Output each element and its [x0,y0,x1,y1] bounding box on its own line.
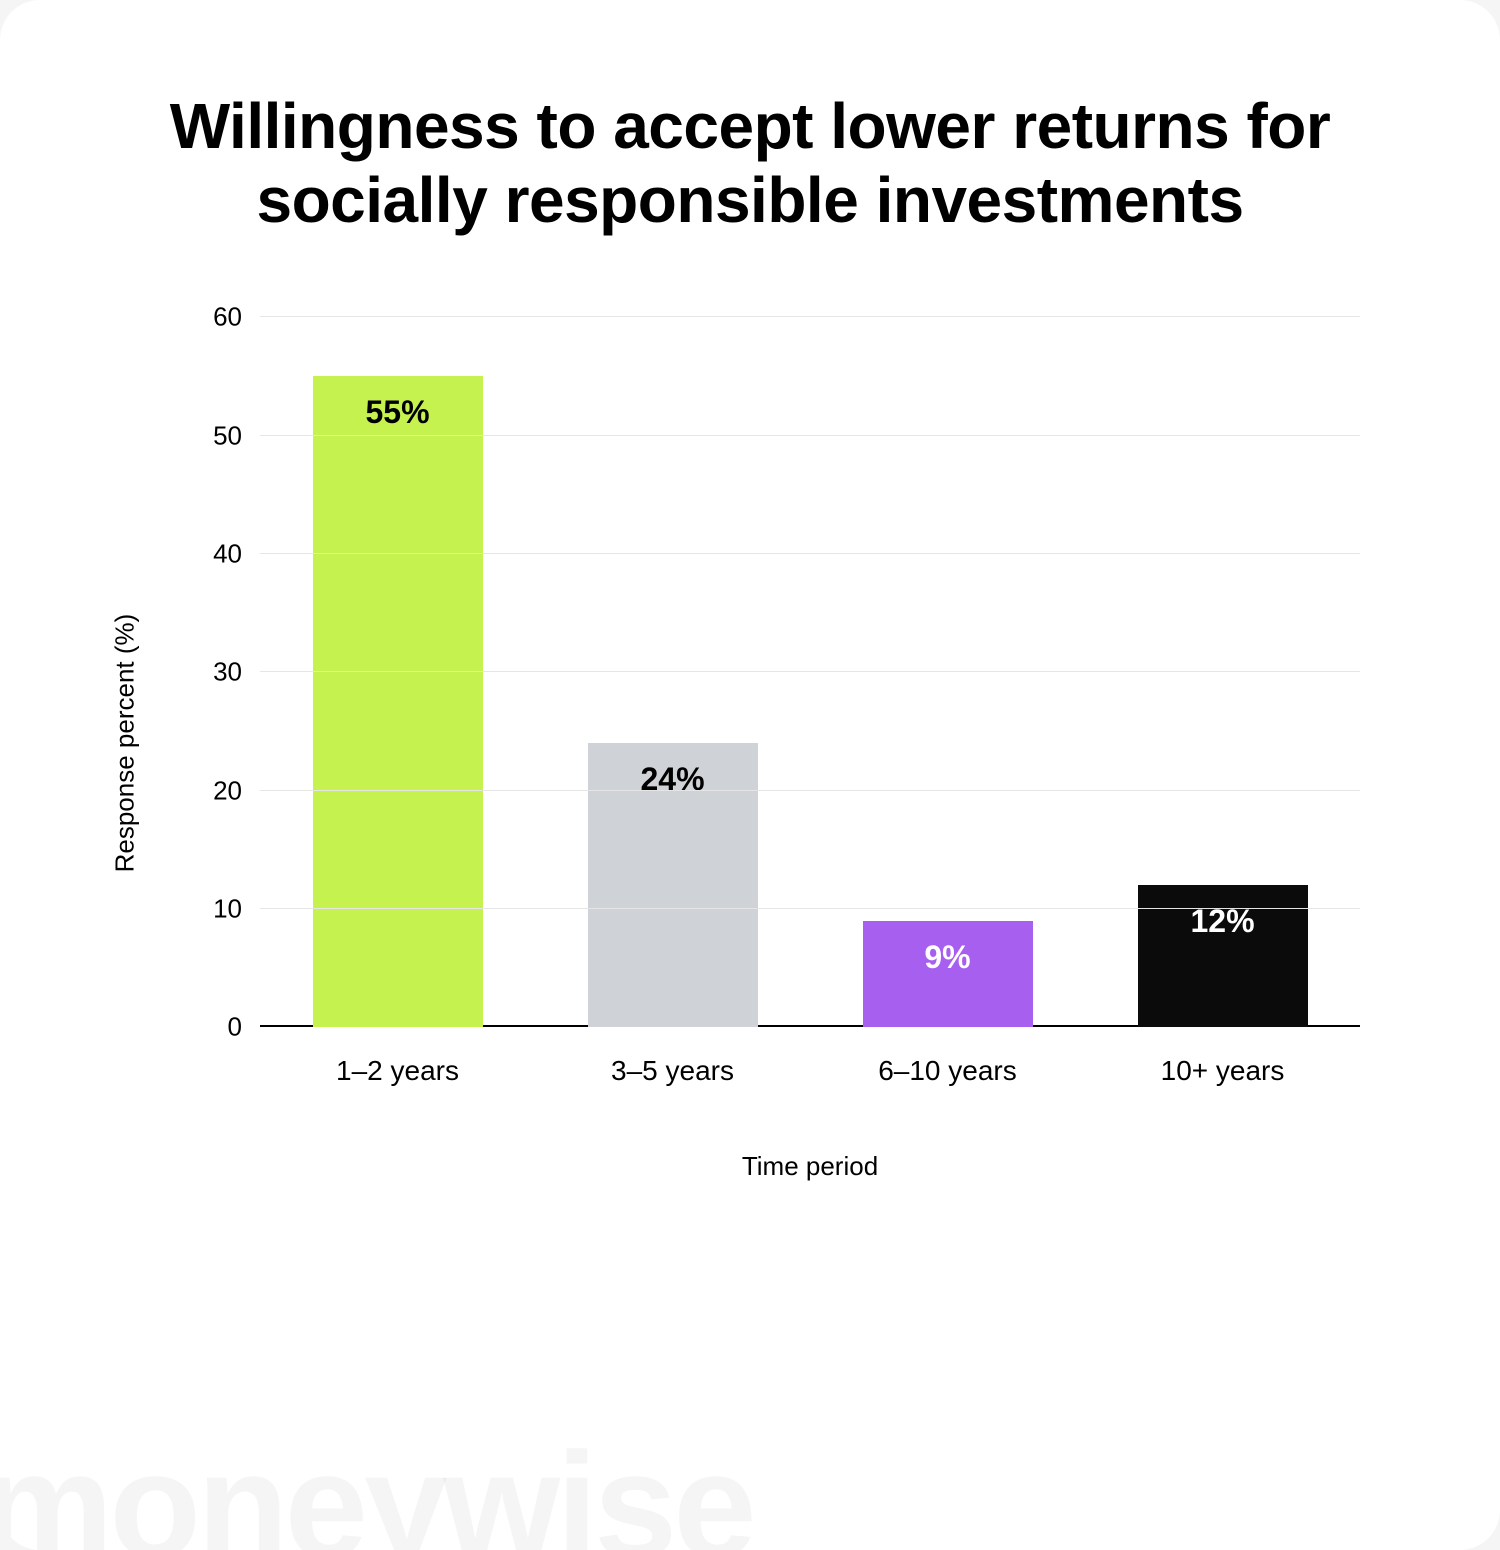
chart-card: Willingness to accept lower returns for … [0,0,1500,1550]
x-category-label: 10+ years [1161,1027,1285,1087]
x-axis-label: Time period [260,1151,1360,1182]
bar-value-label: 24% [640,761,704,798]
gridline [260,671,1360,672]
bar-slot: 55%1–2 years [260,317,535,1027]
gridline [260,908,1360,909]
y-axis-label: Response percent (%) [110,614,141,873]
x-category-label: 1–2 years [336,1027,459,1087]
y-tick-label: 60 [213,302,260,333]
y-tick-label: 50 [213,420,260,451]
watermark-text: moneywise [0,1430,753,1550]
gridline [260,435,1360,436]
plot-area: 55%1–2 years24%3–5 years9%6–10 years12%1… [260,317,1360,1027]
bar-slot: 12%10+ years [1085,317,1360,1027]
y-tick-label: 30 [213,657,260,688]
y-tick-label: 10 [213,893,260,924]
y-tick-label: 40 [213,538,260,569]
chart-area: Response percent (%) 55%1–2 years24%3–5 … [90,317,1410,1197]
bars-container: 55%1–2 years24%3–5 years9%6–10 years12%1… [260,317,1360,1027]
gridline [260,316,1360,317]
x-category-label: 3–5 years [611,1027,734,1087]
bar-value-label: 9% [924,939,970,976]
y-tick-label: 20 [213,775,260,806]
x-category-label: 6–10 years [878,1027,1017,1087]
bar: 12% [1138,885,1308,1027]
bar: 24% [588,743,758,1027]
bar: 9% [863,921,1033,1028]
chart-title: Willingness to accept lower returns for … [150,90,1350,237]
bar-value-label: 55% [365,394,429,431]
bar-slot: 9%6–10 years [810,317,1085,1027]
y-tick-label: 0 [228,1012,260,1043]
gridline [260,553,1360,554]
gridline [260,790,1360,791]
bar: 55% [313,376,483,1027]
bar-slot: 24%3–5 years [535,317,810,1027]
